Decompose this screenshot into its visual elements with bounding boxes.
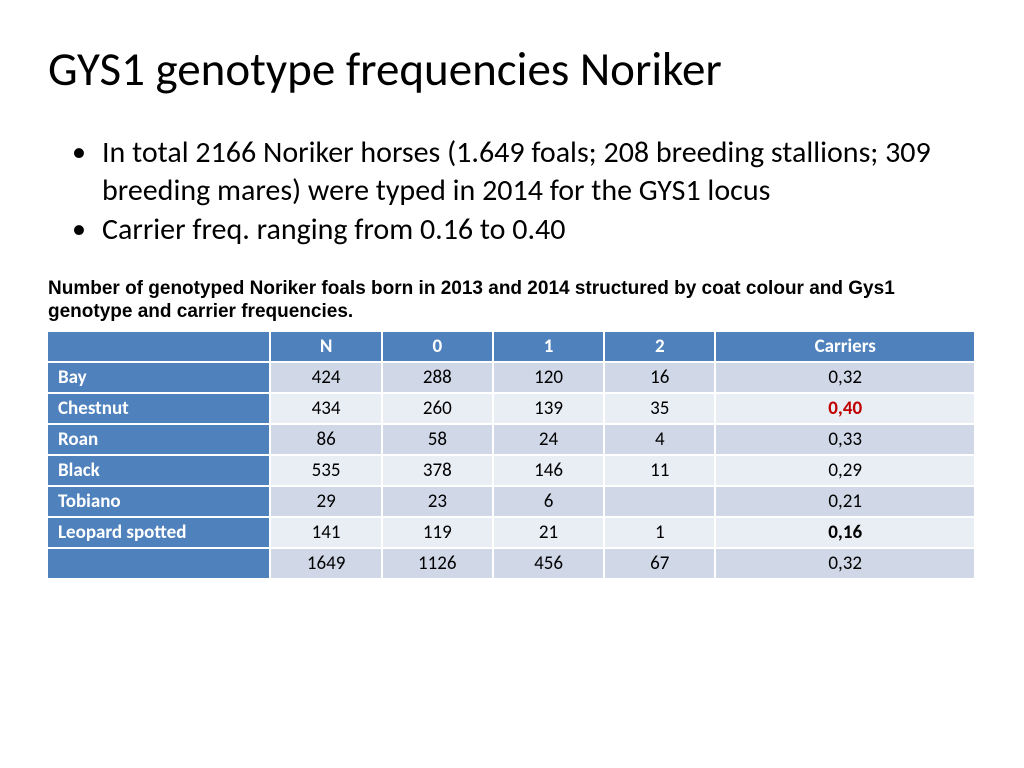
table-cell: [604, 486, 715, 517]
bullet-item: In total 2166 Noriker horses (1.649 foal…: [72, 134, 976, 209]
table-cell: 0,29: [715, 455, 975, 486]
table-cell: 456: [493, 548, 604, 579]
table-cell: 119: [382, 517, 493, 548]
table-col-header: 2: [604, 332, 715, 362]
bullet-item: Carrier freq. ranging from 0.16 to 0.40: [72, 211, 976, 249]
table-cell: 0,21: [715, 486, 975, 517]
table-row-header: Leopard spotted: [48, 517, 270, 548]
table-cell: 378: [382, 455, 493, 486]
table-cell: 4: [604, 424, 715, 455]
table-cell: 67: [604, 548, 715, 579]
table-cell: 1649: [270, 548, 381, 579]
table-cell: 6: [493, 486, 604, 517]
table-cell: 434: [270, 393, 381, 424]
table-row: Black535378146110,29: [48, 455, 975, 486]
table-header-row: N012Carriers: [48, 332, 975, 362]
table-col-header: Carriers: [715, 332, 975, 362]
table-body: Bay424288120160,32Chestnut434260139350,4…: [48, 362, 975, 579]
table-row: 16491126456670,32: [48, 548, 975, 579]
table-cell: 424: [270, 362, 381, 393]
table-cell: 16: [604, 362, 715, 393]
table-cell: 0,33: [715, 424, 975, 455]
table-col-header: 0: [382, 332, 493, 362]
table-cell: 0,32: [715, 548, 975, 579]
table-cell: 35: [604, 393, 715, 424]
table-row-header: Chestnut: [48, 393, 270, 424]
table-cell: 0,16: [715, 517, 975, 548]
table-cell: 288: [382, 362, 493, 393]
table-cell: 86: [270, 424, 381, 455]
table-cell: 139: [493, 393, 604, 424]
table-col-header: N: [270, 332, 381, 362]
table-corner-cell: [48, 332, 270, 362]
table-cell: 535: [270, 455, 381, 486]
table-cell: 58: [382, 424, 493, 455]
table-row: Tobiano29236 0,21: [48, 486, 975, 517]
table-cell: 21: [493, 517, 604, 548]
table-cell: 141: [270, 517, 381, 548]
table-cell: 1: [604, 517, 715, 548]
table-caption: Number of genotyped Noriker foals born i…: [48, 277, 976, 325]
table-cell: 0,40: [715, 393, 975, 424]
table-col-header: 1: [493, 332, 604, 362]
table-row-header: Bay: [48, 362, 270, 393]
table-cell: 11: [604, 455, 715, 486]
table-row: Roan86582440,33: [48, 424, 975, 455]
table-cell: 260: [382, 393, 493, 424]
table-cell: 1126: [382, 548, 493, 579]
table-row-header: Black: [48, 455, 270, 486]
table-cell: 24: [493, 424, 604, 455]
table-row: Leopard spotted1411192110,16: [48, 517, 975, 548]
slide-title: GYS1 genotype frequencies Noriker: [48, 40, 976, 98]
table-row-header: Roan: [48, 424, 270, 455]
table-cell: 120: [493, 362, 604, 393]
table-row: Chestnut434260139350,40: [48, 393, 975, 424]
table-row-header: Tobiano: [48, 486, 270, 517]
table-cell: 0,32: [715, 362, 975, 393]
table-cell: 29: [270, 486, 381, 517]
table-row-header: [48, 548, 270, 579]
genotype-table: N012Carriers Bay424288120160,32Chestnut4…: [48, 332, 976, 580]
table-cell: 23: [382, 486, 493, 517]
table-cell: 146: [493, 455, 604, 486]
table-head: N012Carriers: [48, 332, 975, 362]
table-row: Bay424288120160,32: [48, 362, 975, 393]
bullet-list: In total 2166 Noriker horses (1.649 foal…: [48, 134, 976, 249]
